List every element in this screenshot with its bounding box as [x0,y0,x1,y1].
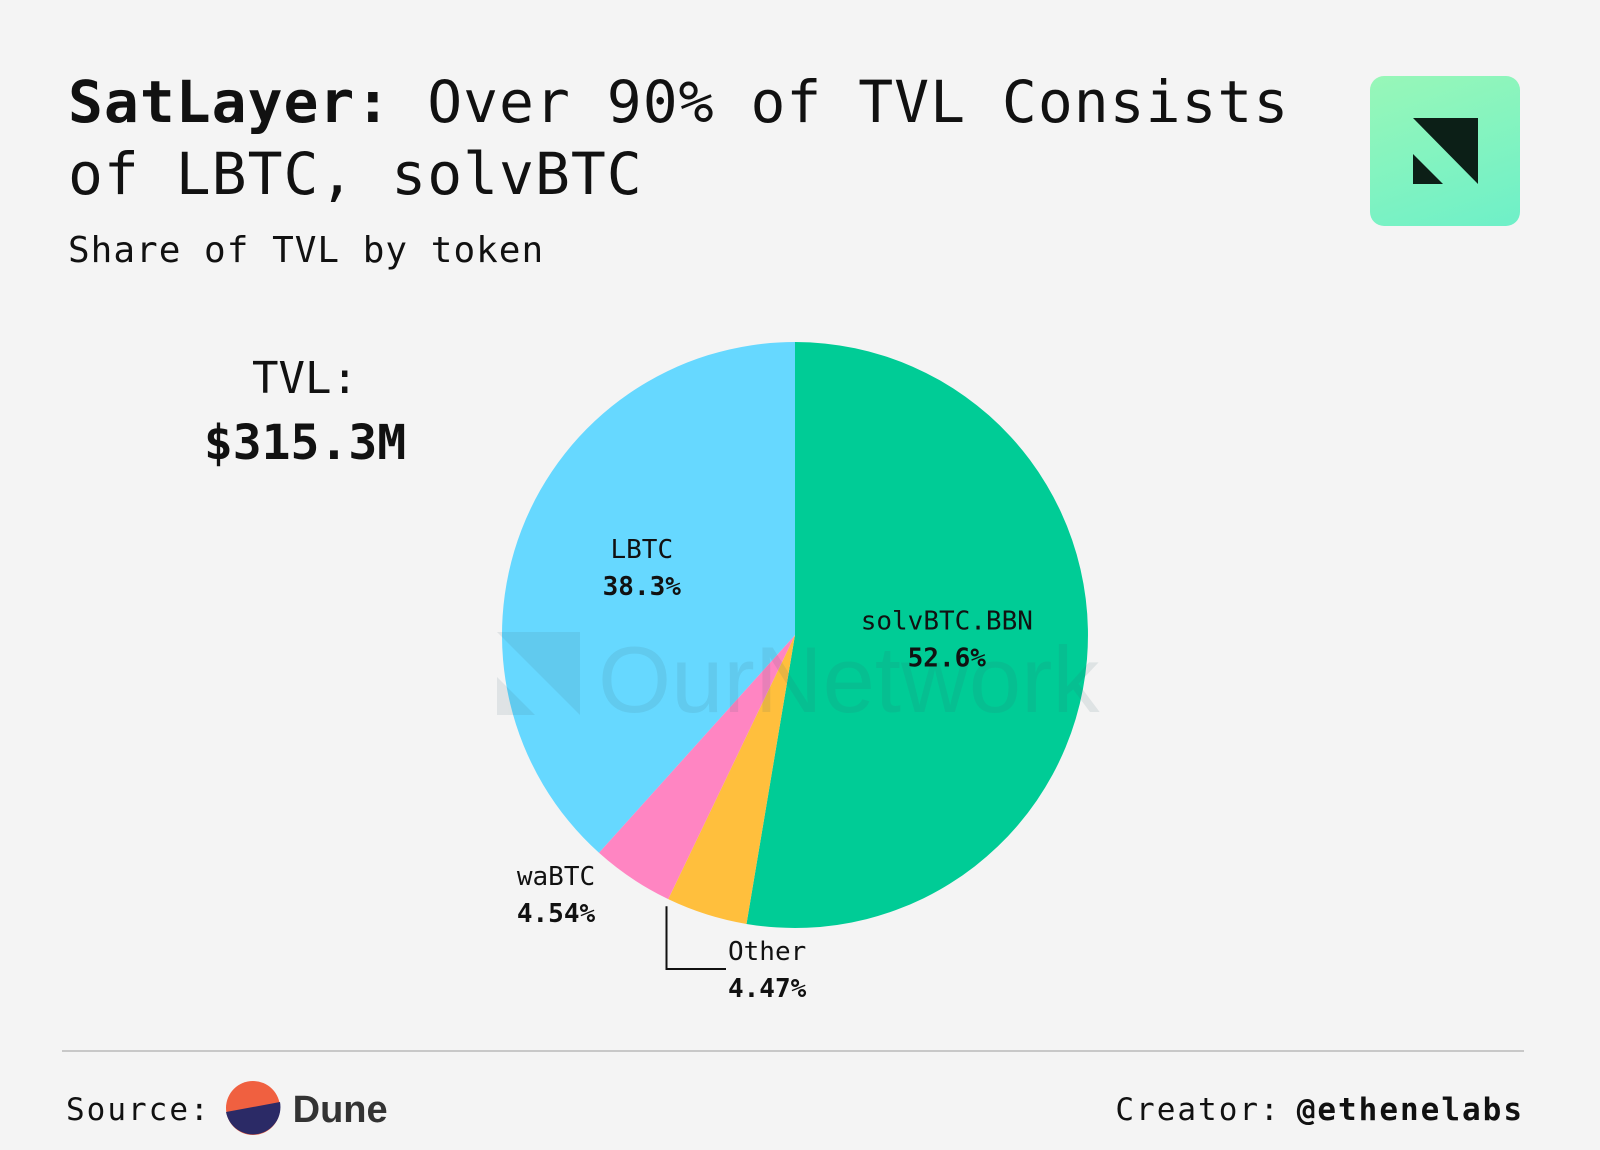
slice-value-lbtc: 38.3% [603,572,682,602]
creator-handle: @ethenelabs [1296,1092,1524,1128]
slice-value-solvbtc-bbn: 52.6% [908,644,987,674]
slice-value-wabtc: 4.54% [517,899,596,929]
tvl-value: $315.3M [203,415,407,471]
pie-slice-lbtc [501,342,795,853]
watermark-text: OurNetwork [598,627,1100,732]
title-strong: SatLayer: [68,68,392,136]
tvl-label: TVL: [252,353,358,404]
pie-slice-other [668,635,795,924]
pie-slice-solvbtc-bbn [746,342,1088,928]
tvl-summary: TVL: $315.3M [150,348,460,476]
creator-label: Creator: [1115,1092,1281,1128]
slice-label-lbtc: LBTC [610,535,673,565]
footer-creator: Creator: @ethenelabs [1115,1080,1524,1140]
source-label: Source: [66,1092,211,1128]
dune-name: Dune [292,1088,388,1131]
footer-source: Source: Dune [66,1080,388,1140]
slice-label-wabtc: waBTC [517,862,595,892]
ournetwork-logo-icon [1370,76,1520,226]
footer-divider [62,1050,1524,1052]
slice-label-other: Other [728,937,806,967]
leader-line-other [665,906,726,970]
watermark: OurNetwork [497,627,1100,732]
pie-slice-wabtc [598,635,795,900]
slice-value-other: 4.47% [728,974,807,1004]
slice-label-solvbtc-bbn: solvBTC.BBN [861,607,1033,637]
chart-subtitle: Share of TVL by token [68,230,545,271]
title-rest: Over 90% of TVL Consists of LBTC, solvBT… [68,68,1290,208]
watermark-logo-icon [497,632,580,715]
dune-logo-icon [225,1080,281,1140]
chart-title: SatLayer: Over 90% of TVL Consists of LB… [68,66,1308,210]
